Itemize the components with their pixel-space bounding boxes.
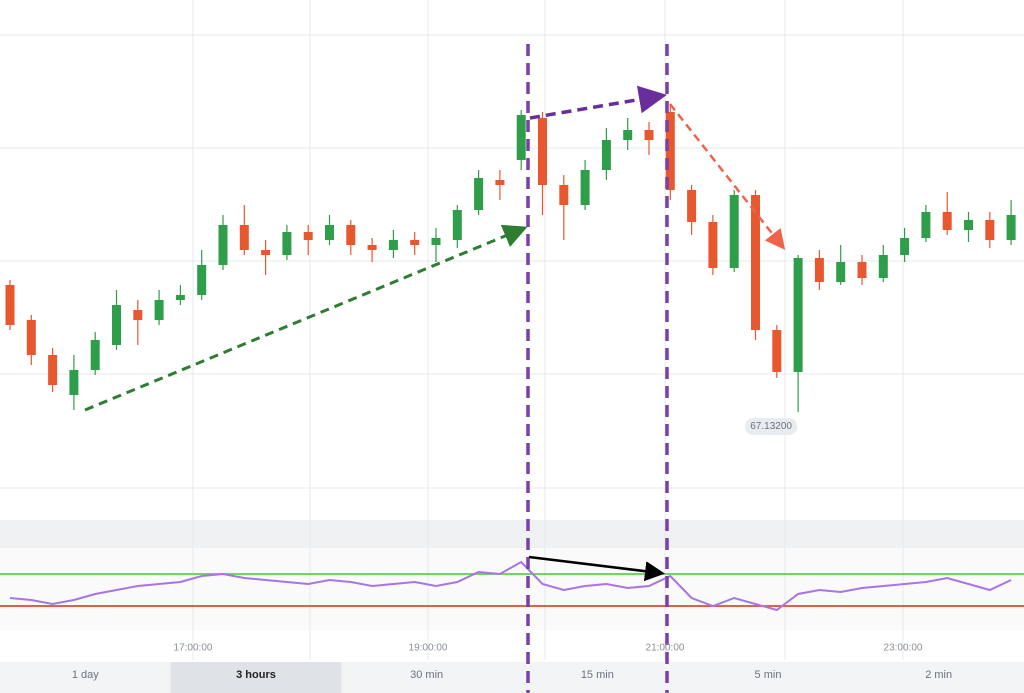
candle-body [772,330,782,372]
price-panel [0,0,1024,520]
oscillator-band [0,548,1024,630]
candle-body [836,262,846,282]
x-tick-label: 19:00:00 [409,643,448,654]
marks [0,105,1024,612]
candle-body [623,130,633,140]
candle-body [431,238,441,245]
candle-body [325,225,334,240]
candle-body [580,170,590,205]
candle-body [367,245,377,250]
candle-body [452,210,462,240]
x-tick-label: 23:00:00 [884,643,923,654]
candle-body [261,250,271,255]
trend-arrow [669,103,786,250]
candle-body [112,305,121,345]
oscillator-line [9,560,1012,612]
candle-body [218,225,228,265]
x-tick-label: 21:00:00 [646,643,685,654]
candle-body [90,340,100,370]
toolbar-button[interactable]: 15 min [581,669,614,681]
candle-body [559,185,569,205]
candle-body [601,140,611,170]
candle-body [346,225,356,245]
candle-body [644,130,654,140]
candle-body [154,300,164,320]
annotations [84,44,786,693]
candle-body [814,258,824,282]
candle-body [133,310,143,320]
candle-body [69,370,79,395]
candle-body [878,255,888,278]
candle-body [751,195,760,330]
toolbar [0,662,1024,693]
candle-body [964,220,973,230]
candle-body [687,190,697,222]
candle-body [942,212,952,230]
candle-body [900,238,910,255]
candle-body [985,220,995,240]
toolbar-button[interactable]: 1 day [72,669,99,681]
candle-body [239,225,249,250]
trend-arrow [529,85,667,120]
candle-body [282,232,292,255]
trend-arrow [84,224,528,412]
candle-body [665,112,675,190]
candle-body [708,222,718,268]
panel-divider [0,520,1024,548]
candle-body [197,265,207,295]
oscillator-arrow [528,555,665,582]
candle-body [388,240,398,250]
candle-body [303,232,313,240]
candle-body [729,195,739,268]
grid [0,0,1024,660]
candle-body [1006,215,1016,240]
candle-body [26,320,36,355]
candle-body [921,212,931,238]
toolbar-button[interactable]: 5 min [755,669,782,681]
candle-body [48,355,58,385]
candle-body [538,118,547,185]
price-tag: 67.13200 [750,421,792,432]
candle-body [410,240,420,245]
candle-body [495,180,505,185]
toolbar-button-bg [170,662,342,693]
candle-body [474,178,484,210]
candle-body [5,285,15,325]
toolbar-button[interactable]: 3 hours [236,669,276,681]
toolbar-button[interactable]: 30 min [410,669,443,681]
candle-body [516,115,526,160]
price-tag-box [745,418,798,435]
x-tick-label: 17:00:00 [174,643,213,654]
candle-body [857,262,867,278]
labels: 67.13200 17:00:00 19:00:00 21:00:00 23:00:00… [72,418,952,693]
candle-body [175,295,185,300]
toolbar-button[interactable]: 2 min [925,669,952,681]
candle-body [793,258,803,372]
